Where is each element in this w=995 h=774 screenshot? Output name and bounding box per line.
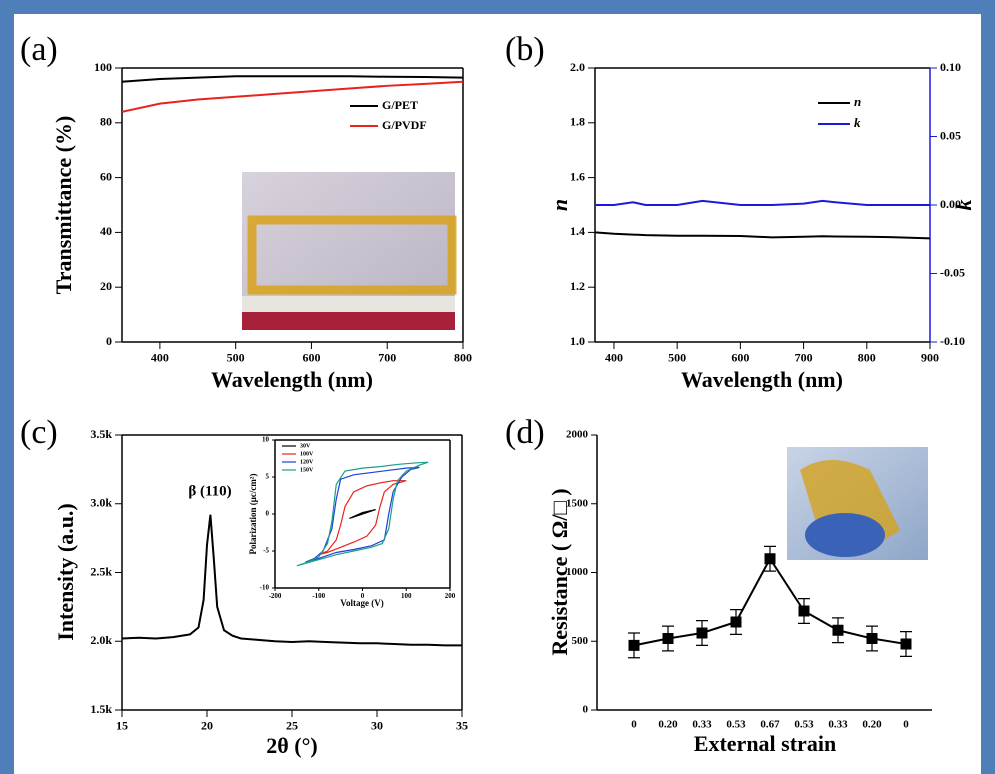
x-tick-label: 25	[286, 718, 298, 732]
y-axis-title: Polarization (μc/cm²)	[248, 473, 258, 554]
x-axis-title: Voltage (V)	[340, 598, 383, 608]
marker	[629, 640, 640, 651]
x-tick-label: 700	[378, 350, 396, 364]
x-tick-label: 600	[302, 350, 320, 364]
y2-axis-title: k	[951, 200, 976, 211]
y-tick-label: 1.0	[570, 334, 585, 348]
photo-a	[242, 172, 455, 330]
y-tick-label: 80	[100, 115, 112, 129]
y-tick-label: 100	[94, 60, 112, 74]
annotation: β (110)	[188, 483, 231, 499]
x-tick-label: 0.53	[794, 718, 814, 730]
panel-label: (d)	[505, 414, 545, 451]
x-tick-label: 700	[795, 350, 813, 364]
y-tick-label: -10	[260, 584, 270, 592]
y-axis-title: n	[547, 199, 572, 211]
x-tick-label: 500	[227, 350, 245, 364]
y-tick-label: 2.0	[570, 60, 585, 74]
y-tick-label: 5	[266, 473, 270, 481]
y-tick-label: 3.5k	[90, 427, 112, 441]
legend-label: 100V	[300, 451, 314, 457]
y-tick-label: 60	[100, 169, 112, 183]
glove	[805, 513, 885, 557]
marker	[697, 628, 708, 639]
x-tick-label: 0.67	[760, 718, 780, 730]
x-tick-label: 500	[668, 350, 686, 364]
y-tick-label: 10	[262, 436, 270, 444]
photo-d	[787, 447, 928, 560]
y2-tick-label: -0.05	[940, 265, 965, 279]
x-axis-title: Wavelength (nm)	[211, 367, 373, 392]
x-tick-label: -200	[269, 592, 282, 600]
x-tick-label: 0.20	[658, 718, 678, 730]
x-tick-label: 100	[401, 592, 412, 600]
x-tick-label: 800	[454, 350, 472, 364]
x-tick-label: 0	[903, 718, 909, 730]
legend-label: n	[854, 94, 861, 109]
inset-background	[240, 428, 458, 613]
x-tick-label: 0	[631, 718, 637, 730]
marker	[833, 625, 844, 636]
y2-tick-label: 0.10	[940, 60, 961, 74]
y-axis-title: Transmittance (%)	[51, 116, 76, 295]
x-tick-label: 600	[731, 350, 749, 364]
y2-tick-label: -0.10	[940, 334, 965, 348]
x-tick-label: 35	[456, 718, 468, 732]
legend-label: G/PVDF	[382, 118, 427, 132]
y-tick-label: 500	[572, 635, 589, 647]
x-tick-label: 20	[201, 718, 213, 732]
y-tick-label: 2000	[566, 429, 589, 441]
marker	[901, 639, 912, 650]
marker	[799, 606, 810, 617]
x-tick-label: -100	[312, 592, 325, 600]
x-tick-label: 0.20	[862, 718, 882, 730]
y-tick-label: 2.5k	[90, 564, 112, 578]
panel-label: (b)	[505, 31, 545, 68]
y-tick-label: 1.5k	[90, 702, 112, 716]
legend-label: 30V	[300, 443, 311, 449]
y-tick-label: 0	[583, 704, 589, 716]
y2-tick-label: 0.05	[940, 128, 961, 142]
y-tick-label: 2.0k	[90, 633, 112, 647]
x-tick-label: 800	[858, 350, 876, 364]
x-tick-label: 900	[921, 350, 939, 364]
marker	[731, 617, 742, 628]
marker	[663, 633, 674, 644]
y-tick-label: 40	[100, 224, 112, 238]
x-axis-title: Wavelength (nm)	[681, 367, 843, 392]
x-tick-label: 15	[116, 718, 128, 732]
x-tick-label: 0.33	[828, 718, 848, 730]
x-tick-label: 200	[445, 592, 456, 600]
figure: 400500600700800020406080100(a)Wavelength…	[0, 0, 995, 774]
x-tick-label: 30	[371, 718, 383, 732]
x-tick-label: 400	[151, 350, 169, 364]
y-axis-title: Resistance ( Ω/□ )	[547, 488, 572, 655]
panel-label: (a)	[20, 31, 58, 68]
x-axis-title: 2θ (°)	[266, 733, 317, 758]
y-tick-label: 3.0k	[90, 496, 112, 510]
y-axis-title: Intensity (a.u.)	[53, 503, 78, 641]
x-tick-label: 400	[605, 350, 623, 364]
legend-label: 150V	[300, 467, 314, 473]
x-tick-label: 0.53	[726, 718, 746, 730]
y-tick-label: 1.8	[570, 115, 585, 129]
marker	[765, 553, 776, 564]
y-tick-label: 1.2	[570, 279, 585, 293]
panel-label: (c)	[20, 414, 58, 451]
x-tick-label: 0.33	[692, 718, 712, 730]
panel-background	[14, 14, 981, 774]
y-tick-label: -5	[263, 547, 269, 555]
y-tick-label: 20	[100, 279, 112, 293]
y-tick-label: 0	[106, 334, 112, 348]
y-tick-label: 0	[266, 510, 270, 518]
page: {"chart_data": [ {"type": "line", "label…	[0, 0, 995, 774]
legend-label: k	[854, 115, 861, 130]
y-tick-label: 1.4	[570, 224, 585, 238]
x-axis-title: External strain	[694, 731, 836, 756]
legend-label: G/PET	[382, 98, 418, 112]
y-tick-label: 1.6	[570, 169, 585, 183]
marker	[867, 633, 878, 644]
ruler-base	[242, 312, 455, 330]
legend-label: 120V	[300, 459, 314, 465]
